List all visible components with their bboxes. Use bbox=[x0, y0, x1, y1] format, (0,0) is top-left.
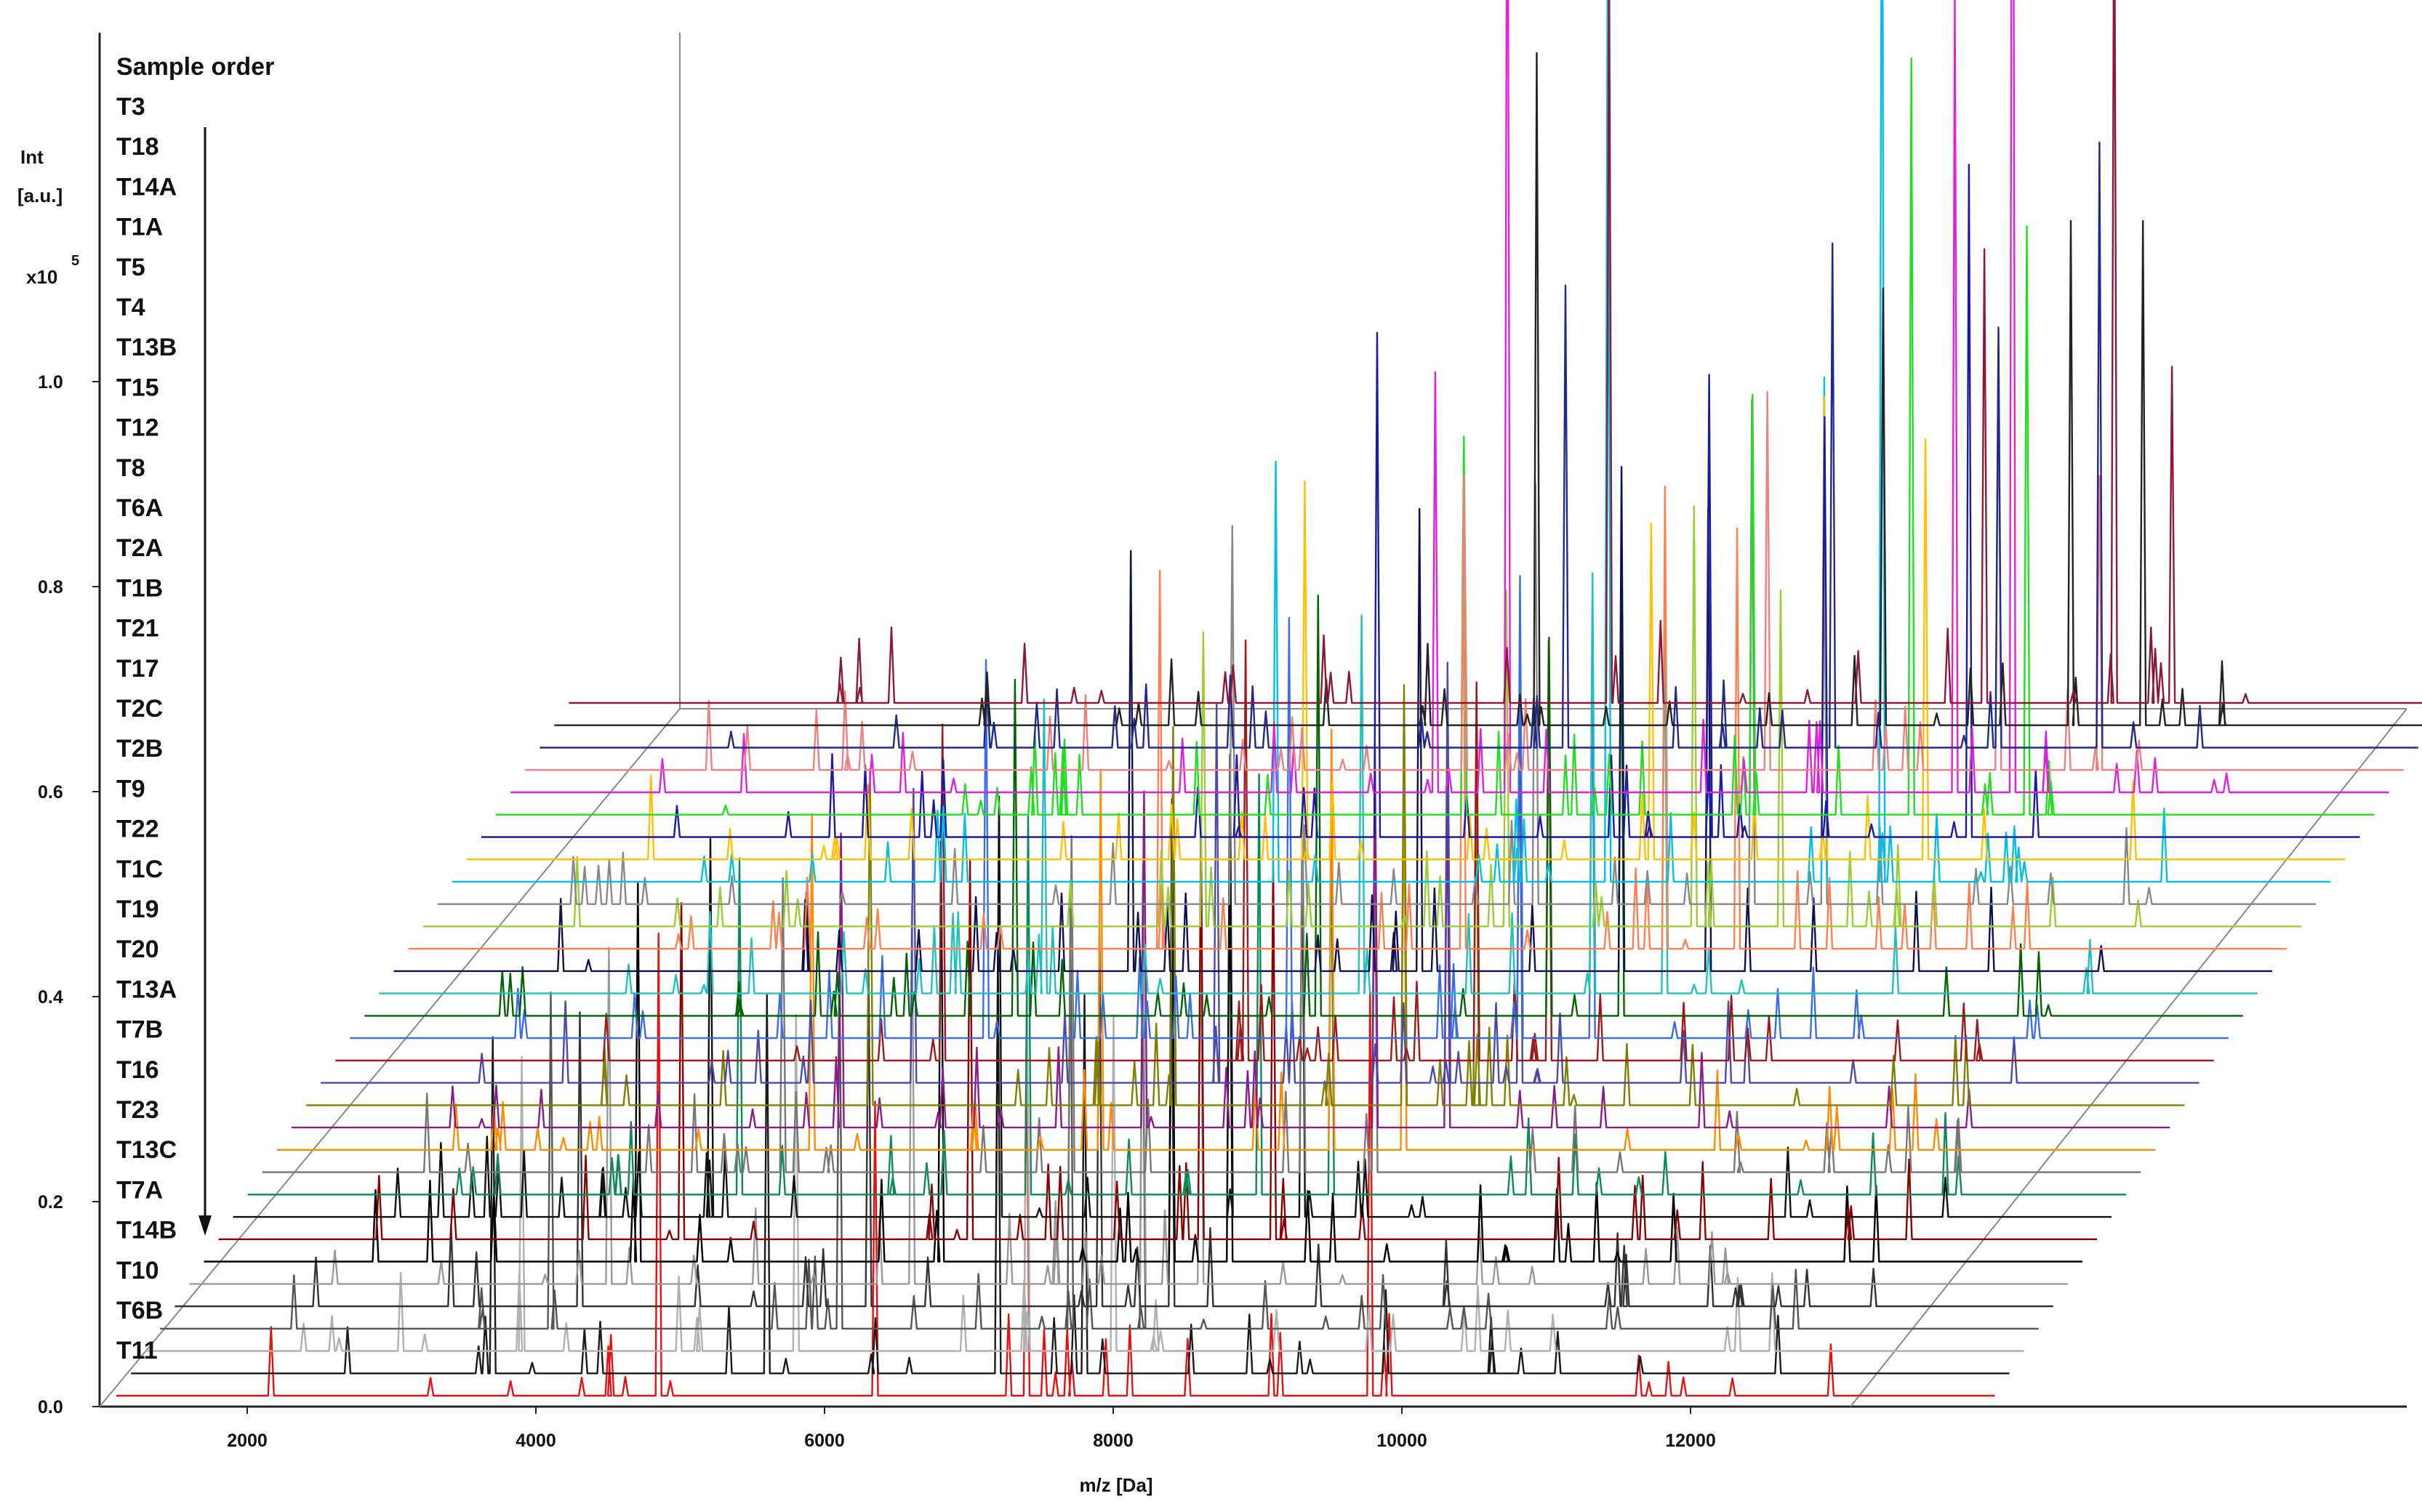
legend-entry: T2A bbox=[116, 534, 163, 562]
legend-entry: T21 bbox=[116, 615, 159, 643]
legend-entry: T1C bbox=[116, 856, 163, 883]
y-tick-label: 0.8 bbox=[38, 577, 63, 598]
legend-entry: T2C bbox=[116, 695, 163, 723]
legend-entry: T11 bbox=[116, 1337, 158, 1364]
legend-entry: T20 bbox=[116, 936, 159, 963]
spectrum-series-T23 bbox=[204, 798, 2082, 1263]
legend-title: Sample order bbox=[116, 53, 274, 81]
spectrum-series-T12 bbox=[452, 0, 2331, 883]
spectrum-series-T6B bbox=[131, 952, 2010, 1375]
legend-entry: T13A bbox=[116, 976, 177, 1003]
spectrum-series-T19 bbox=[276, 728, 2156, 1151]
legend-entry: T3 bbox=[116, 93, 145, 121]
legend-entry: T7B bbox=[116, 1016, 163, 1044]
spectrum-series-T1A bbox=[525, 348, 2404, 771]
legend-entry: T16 bbox=[116, 1056, 159, 1084]
spectrum-series-T15 bbox=[466, 396, 2346, 861]
legend-entry: T18 bbox=[116, 133, 159, 161]
legend-entry: T14B bbox=[116, 1217, 177, 1244]
legend-entry: T1A bbox=[116, 214, 163, 241]
legend-sample-list: T3 T18 T14A T1A T5 T4 T13B T15 T12 T8 T6A T2A T1B T21… bbox=[116, 93, 177, 1364]
spectrum-series-T8 bbox=[437, 398, 2317, 905]
spectrum-series-T6A bbox=[422, 505, 2302, 928]
y-multiplier: x10 bbox=[26, 266, 57, 288]
spectrum-series-T13C bbox=[189, 863, 2068, 1285]
spectrum-series-T1B bbox=[393, 466, 2272, 973]
legend-entry: T22 bbox=[116, 816, 159, 843]
y-axis-title-units: [a.u.] bbox=[17, 185, 63, 206]
legend-entry: T1B bbox=[116, 574, 163, 602]
spectrum-series-T2B bbox=[335, 639, 2214, 1062]
y-multiplier-exp: 5 bbox=[71, 253, 79, 269]
legend-entry: T14A bbox=[116, 173, 177, 201]
legend-entry: T4 bbox=[116, 294, 145, 321]
legend-entry: T7A bbox=[116, 1176, 163, 1204]
y-axis-title: Int bbox=[20, 146, 44, 168]
spectrum-series-T21 bbox=[379, 572, 2258, 994]
spectrum-series-T7A bbox=[175, 927, 2053, 1308]
x-tick-label: 4000 bbox=[516, 1431, 556, 1451]
legend-entry: T17 bbox=[116, 655, 159, 683]
y-tick-label: 0.4 bbox=[38, 987, 63, 1008]
x-tick-label: 8000 bbox=[1093, 1431, 1134, 1451]
spectrum-series-T22 bbox=[306, 684, 2185, 1106]
y-tick-label: 0.2 bbox=[38, 1192, 63, 1213]
legend-entry: T15 bbox=[116, 374, 159, 401]
x-tick-label: 2000 bbox=[227, 1431, 268, 1451]
spectrum-series-T20 bbox=[262, 793, 2141, 1173]
floor-right-diagonal bbox=[1850, 708, 2407, 1407]
spectrum-series-T13B bbox=[481, 164, 2360, 838]
legend-entry: T8 bbox=[116, 454, 145, 482]
legend-entry: T5 bbox=[116, 254, 145, 281]
y-tick-label: 1.0 bbox=[38, 372, 63, 393]
legend-entry: T12 bbox=[116, 414, 159, 442]
legend-entry: T10 bbox=[116, 1257, 159, 1284]
spectrum-series-T7B bbox=[233, 754, 2112, 1218]
spectrum-series-T14B bbox=[160, 907, 2039, 1330]
legend-entry: T9 bbox=[116, 775, 145, 803]
legend-entry: T2B bbox=[116, 735, 163, 763]
x-tick-label: 10000 bbox=[1376, 1431, 1427, 1451]
legend-entry: T6A bbox=[116, 494, 163, 522]
spectrum-series-T17 bbox=[364, 595, 2243, 1017]
legend-entry: T6B bbox=[116, 1297, 163, 1324]
spectra-series bbox=[116, 0, 2422, 1397]
spectrum-series-T9 bbox=[321, 662, 2200, 1084]
spectrum-series-T13A bbox=[247, 773, 2127, 1196]
spectrum-series-T18 bbox=[554, 52, 2422, 726]
sample-order-arrow-head bbox=[199, 1215, 212, 1236]
x-tick-label: 12000 bbox=[1665, 1431, 1716, 1451]
spectrum-series-T2A bbox=[408, 486, 2287, 950]
spectrum-series-T5 bbox=[510, 0, 2389, 794]
spectrum-series-T4 bbox=[496, 57, 2375, 816]
y-axis-ticks: 0.0 0.2 0.4 0.6 0.8 1.0 bbox=[38, 372, 100, 1418]
floor-left-diagonal bbox=[99, 708, 681, 1407]
x-axis-title: m/z [Da] bbox=[1079, 1474, 1152, 1496]
spectrum-series-T10 bbox=[145, 972, 2024, 1352]
spectrum-series-T11 bbox=[116, 932, 1995, 1397]
legend-entry: T19 bbox=[116, 896, 159, 923]
legend-entry: T23 bbox=[116, 1096, 159, 1124]
legend-entry: T13B bbox=[116, 334, 177, 361]
spectrum-series-T14A bbox=[540, 141, 2418, 749]
spectrum-series-T1C bbox=[291, 748, 2170, 1129]
y-tick-label: 0.6 bbox=[38, 782, 63, 803]
y-tick-label: 0.0 bbox=[38, 1397, 63, 1418]
spectrum-series-T2C bbox=[350, 575, 2229, 1040]
x-axis-ticks: 2000 4000 6000 8000 10000 12000 bbox=[227, 1407, 1716, 1451]
frame bbox=[98, 33, 2407, 1408]
spectrum-series-T16 bbox=[218, 818, 2098, 1240]
legend-entry: T13C bbox=[116, 1136, 177, 1164]
x-tick-label: 6000 bbox=[804, 1431, 845, 1451]
spectrum-series-T3 bbox=[569, 0, 2422, 704]
